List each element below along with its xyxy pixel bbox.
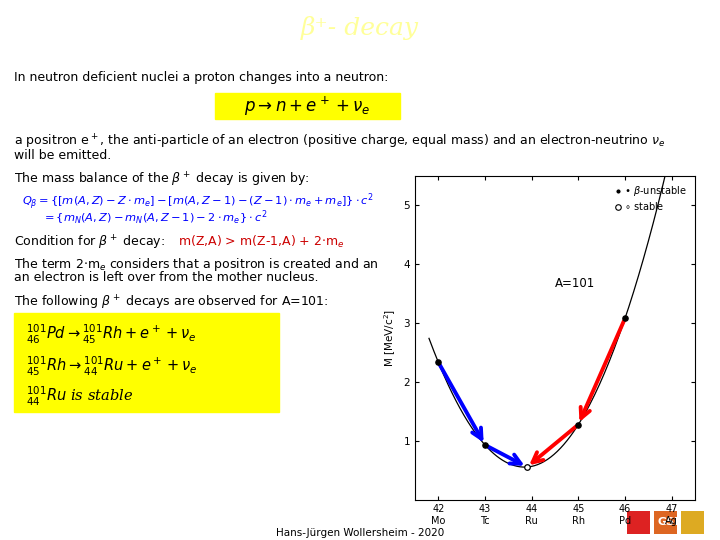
Text: $^{101}_{44}Ru$ is stable: $^{101}_{44}Ru$ is stable: [26, 384, 133, 408]
Bar: [627, 511, 649, 535]
Text: The following $\beta^+$ decays are observed for A=101:: The following $\beta^+$ decays are obser…: [14, 294, 328, 312]
Text: $^{101}_{45}Rh \rightarrow ^{101}_{44}Ru + e^+ + \nu_e$: $^{101}_{45}Rh \rightarrow ^{101}_{44}Ru…: [26, 354, 198, 377]
Point: [619, 314, 631, 323]
Text: $^{101}_{46}Pd \rightarrow ^{101}_{45}Rh + e^+ + \nu_e$: $^{101}_{46}Pd \rightarrow ^{101}_{45}Rh…: [26, 322, 197, 346]
Point: [572, 420, 584, 429]
Point: [521, 463, 533, 471]
Point: [433, 358, 444, 367]
Text: Condition for $\beta^+$ decay:: Condition for $\beta^+$ decay:: [14, 234, 166, 252]
Text: In neutron deficient nuclei a proton changes into a neutron:: In neutron deficient nuclei a proton cha…: [14, 71, 388, 84]
Text: $Q_\beta = \{[m(A,Z) - Z \cdot m_e] - [m(A,Z-1) - (Z-1) \cdot m_e + m_e]\} \cdot: $Q_\beta = \{[m(A,Z) - Z \cdot m_e] - [m…: [22, 191, 374, 212]
Text: The mass balance of the $\beta^+$ decay is given by:: The mass balance of the $\beta^+$ decay …: [14, 171, 310, 190]
Text: A=101: A=101: [555, 278, 595, 291]
Y-axis label: M [MeV/c$^2$]: M [MeV/c$^2$]: [382, 308, 398, 367]
Text: m(Z,A) > m(Z-1,A) + 2$\cdot$m$_e$: m(Z,A) > m(Z-1,A) + 2$\cdot$m$_e$: [178, 234, 345, 250]
Bar: [215, 93, 400, 119]
Text: $= \{m_N(A,Z) - m_N(A,Z-1) - 2 \cdot m_e\} \cdot c^2$: $= \{m_N(A,Z) - m_N(A,Z-1) - 2 \cdot m_e…: [42, 209, 267, 227]
Text: will be emitted.: will be emitted.: [14, 149, 112, 162]
Text: GSI: GSI: [657, 517, 678, 528]
Text: $p \rightarrow n + e^+ + \nu_e$: $p \rightarrow n + e^+ + \nu_e$: [245, 94, 371, 118]
Point: [480, 441, 491, 449]
Bar: [681, 511, 703, 535]
Text: Hans-Jürgen Wollersheim - 2020: Hans-Jürgen Wollersheim - 2020: [276, 528, 444, 538]
Text: a positron e$^+$, the anti-particle of an electron (positive charge, equal mass): a positron e$^+$, the anti-particle of a…: [14, 133, 665, 151]
Legend: $\bullet$ $\beta$-unstable, $\circ$ stable: $\bullet$ $\beta$-unstable, $\circ$ stab…: [612, 180, 690, 216]
Text: an electron is left over from the mother nucleus.: an electron is left over from the mother…: [14, 271, 318, 284]
Bar: [14, 313, 279, 413]
Text: The term 2$\cdot$m$_e$ considers that a positron is created and an: The term 2$\cdot$m$_e$ considers that a …: [14, 256, 379, 273]
Bar: [654, 511, 677, 535]
Text: β⁺- decay: β⁺- decay: [301, 16, 419, 40]
